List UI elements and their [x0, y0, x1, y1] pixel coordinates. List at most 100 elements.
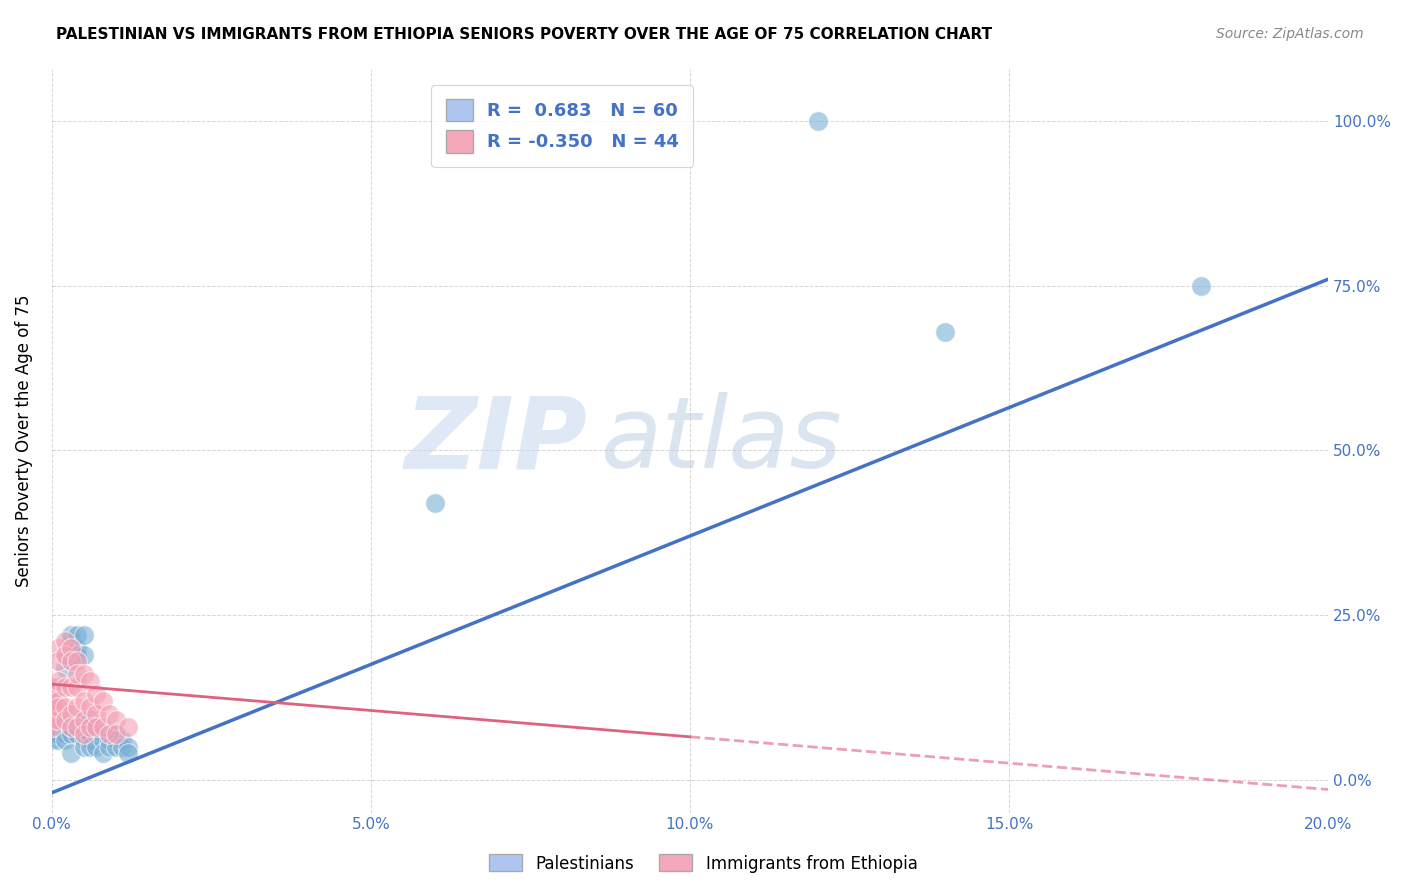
Point — [73, 733, 96, 747]
Point — [79, 726, 101, 740]
Point — [53, 661, 76, 675]
Legend: R =  0.683   N = 60, R = -0.350   N = 44: R = 0.683 N = 60, R = -0.350 N = 44 — [432, 85, 693, 167]
Point — [46, 726, 69, 740]
Point — [53, 714, 76, 728]
Point — [46, 720, 69, 734]
Point — [41, 720, 63, 734]
Point — [46, 673, 69, 688]
Point — [59, 746, 82, 760]
Point — [73, 648, 96, 662]
Point — [104, 714, 127, 728]
Point — [66, 648, 89, 662]
Point — [53, 733, 76, 747]
Point — [53, 720, 76, 734]
Legend: Palestinians, Immigrants from Ethiopia: Palestinians, Immigrants from Ethiopia — [482, 847, 924, 880]
Text: Source: ZipAtlas.com: Source: ZipAtlas.com — [1216, 27, 1364, 41]
Point — [41, 693, 63, 707]
Point — [59, 640, 82, 655]
Point — [59, 720, 82, 734]
Point — [98, 733, 121, 747]
Point — [91, 746, 114, 760]
Point — [104, 739, 127, 754]
Point — [46, 654, 69, 668]
Point — [46, 706, 69, 721]
Point — [86, 720, 108, 734]
Text: PALESTINIAN VS IMMIGRANTS FROM ETHIOPIA SENIORS POVERTY OVER THE AGE OF 75 CORRE: PALESTINIAN VS IMMIGRANTS FROM ETHIOPIA … — [56, 27, 993, 42]
Point — [86, 687, 108, 701]
Point — [46, 681, 69, 695]
Point — [91, 726, 114, 740]
Point — [66, 654, 89, 668]
Point — [46, 714, 69, 728]
Point — [59, 706, 82, 721]
Point — [73, 739, 96, 754]
Point — [59, 681, 82, 695]
Point — [91, 693, 114, 707]
Point — [86, 739, 108, 754]
Point — [41, 714, 63, 728]
Point — [934, 325, 956, 339]
Point — [104, 733, 127, 747]
Point — [59, 654, 82, 668]
Text: atlas: atlas — [600, 392, 842, 489]
Point — [66, 681, 89, 695]
Point — [41, 693, 63, 707]
Point — [111, 733, 134, 747]
Point — [79, 700, 101, 714]
Point — [111, 739, 134, 754]
Point — [73, 726, 96, 740]
Point — [53, 726, 76, 740]
Point — [98, 706, 121, 721]
Point — [1189, 278, 1212, 293]
Point — [41, 706, 63, 721]
Point — [46, 714, 69, 728]
Point — [53, 681, 76, 695]
Point — [104, 726, 127, 740]
Point — [73, 714, 96, 728]
Point — [73, 667, 96, 681]
Point — [41, 687, 63, 701]
Point — [73, 693, 96, 707]
Point — [46, 640, 69, 655]
Point — [91, 733, 114, 747]
Point — [98, 726, 121, 740]
Point — [41, 714, 63, 728]
Point — [117, 720, 139, 734]
Point — [104, 726, 127, 740]
Y-axis label: Seniors Poverty Over the Age of 75: Seniors Poverty Over the Age of 75 — [15, 294, 32, 587]
Point — [53, 648, 76, 662]
Point — [79, 673, 101, 688]
Point — [79, 720, 101, 734]
Point — [41, 720, 63, 734]
Point — [41, 700, 63, 714]
Point — [66, 667, 89, 681]
Point — [41, 714, 63, 728]
Point — [91, 720, 114, 734]
Point — [66, 726, 89, 740]
Point — [41, 726, 63, 740]
Point — [79, 733, 101, 747]
Point — [59, 654, 82, 668]
Point — [53, 648, 76, 662]
Point — [41, 733, 63, 747]
Point — [79, 739, 101, 754]
Point — [46, 693, 69, 707]
Point — [117, 739, 139, 754]
Point — [46, 733, 69, 747]
Point — [59, 628, 82, 642]
Point — [86, 706, 108, 721]
Point — [66, 720, 89, 734]
Text: ZIP: ZIP — [405, 392, 588, 489]
Point — [53, 714, 76, 728]
Point — [806, 114, 828, 128]
Point — [46, 720, 69, 734]
Point — [59, 634, 82, 648]
Point — [66, 640, 89, 655]
Point — [66, 628, 89, 642]
Point — [41, 726, 63, 740]
Point — [59, 726, 82, 740]
Point — [98, 726, 121, 740]
Point — [59, 720, 82, 734]
Point — [423, 496, 446, 510]
Point — [73, 726, 96, 740]
